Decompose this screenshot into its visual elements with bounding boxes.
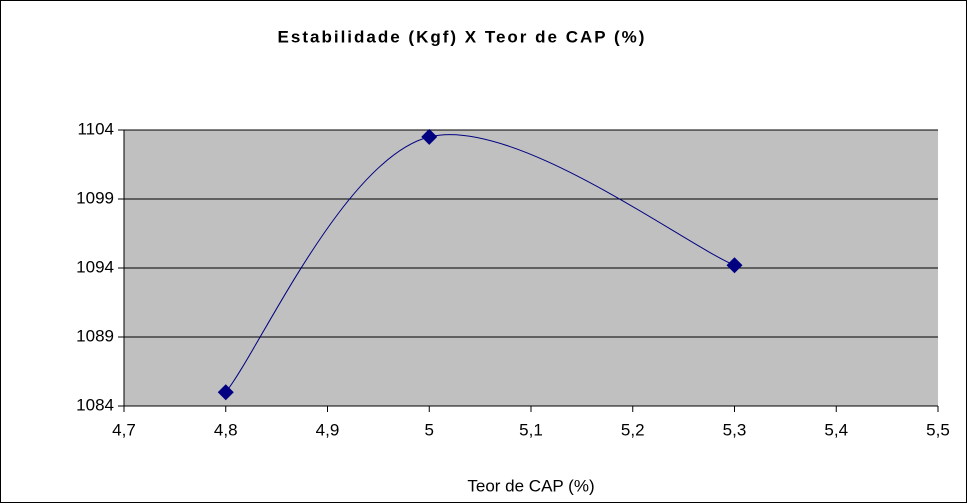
x-tick-label: 5,4 [824, 420, 848, 439]
x-tick-label: 5,3 [723, 420, 747, 439]
x-tick-label: 5,5 [926, 420, 950, 439]
data-point [421, 128, 438, 145]
data-point [726, 257, 743, 274]
chart-title: Estabilidade (Kgf) X Teor de CAP (%) [278, 27, 647, 46]
x-tick-label: 5,2 [621, 420, 645, 439]
x-axis-label: Teor de CAP (%) [467, 476, 594, 495]
data-point [217, 384, 234, 401]
y-tick-label: 1084 [76, 395, 114, 414]
y-tick-label: 1089 [76, 326, 114, 345]
y-tick-label: 1104 [77, 119, 114, 138]
x-tick-label: 5,1 [519, 420, 543, 439]
y-tick-label: 1094 [76, 257, 114, 276]
x-tick-label: 5 [425, 420, 434, 439]
x-tick-label: 4,7 [112, 420, 136, 439]
x-tick-label: 4,8 [214, 420, 238, 439]
y-tick-label: 1099 [76, 188, 114, 207]
x-tick-label: 4,9 [316, 420, 340, 439]
